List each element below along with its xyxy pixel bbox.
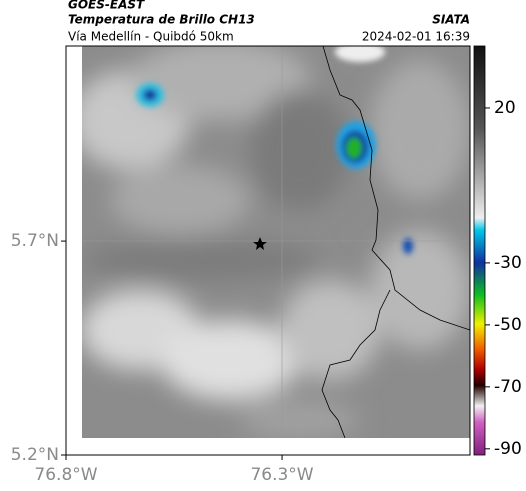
source: GOES-EAST: [68, 0, 145, 12]
location-marker: [253, 237, 267, 250]
colorbar-tick-label: -90: [494, 439, 522, 459]
subtitle: Vía Medellín - Quibdó 50km: [68, 30, 234, 44]
colorbar-tick-label: -50: [494, 315, 522, 335]
timestamp: 2024-02-01 16:39: [362, 30, 470, 44]
lon-tick-label: 76.8°W: [34, 465, 97, 485]
map-frame: [65, 45, 471, 456]
colorbar-tick-label: 20: [494, 98, 516, 118]
title: Temperatura de Brillo CH13: [68, 13, 255, 27]
lat-tick-label: 5.7°N: [11, 231, 59, 251]
colorbar: [473, 45, 486, 456]
satellite-image: [82, 46, 470, 438]
lat-tick-label: 5.2°N: [11, 445, 59, 465]
lon-tick-label: 76.3°W: [250, 465, 313, 485]
agency: SIATA: [432, 13, 470, 27]
colorbar-tick-label: -70: [494, 377, 522, 397]
colorbar-tick-label: -30: [494, 253, 522, 273]
